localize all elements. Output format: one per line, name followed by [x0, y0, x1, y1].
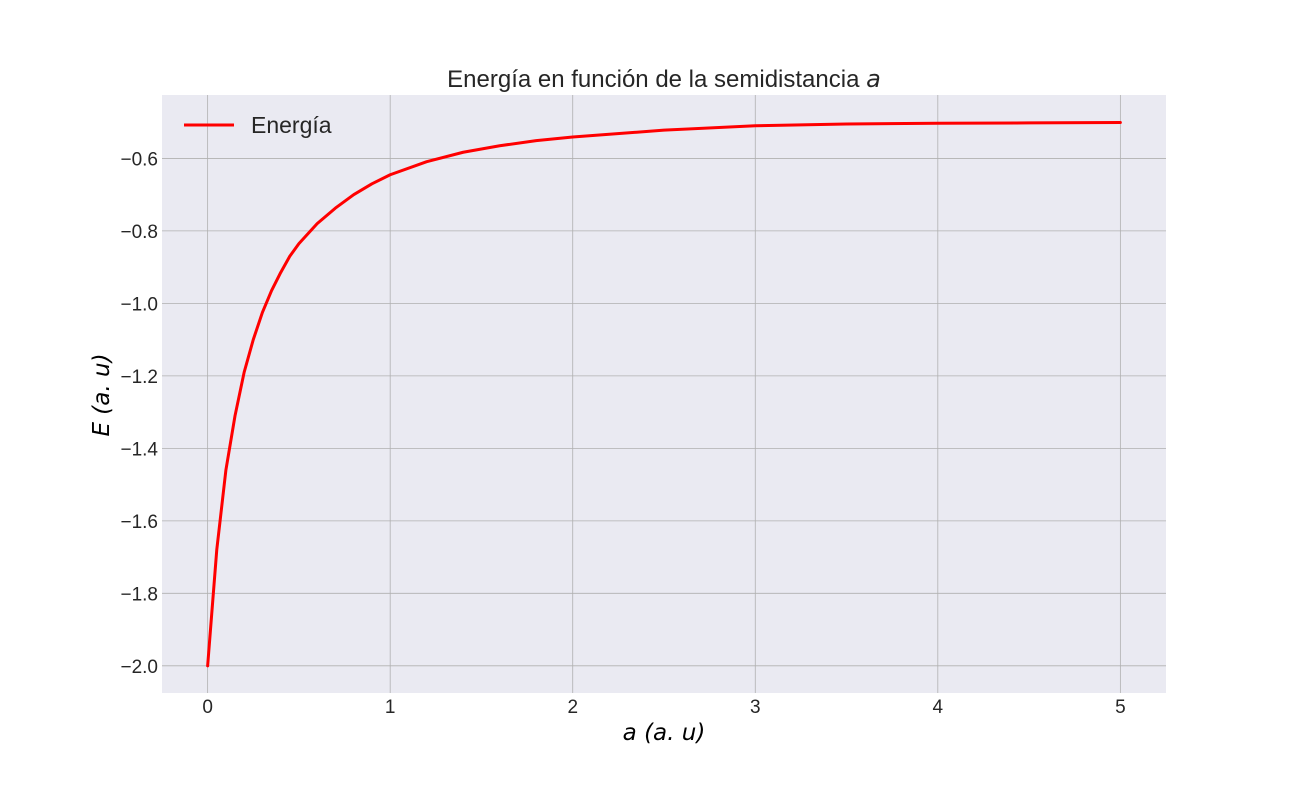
chart-title-text: Energía en función de la semidistancia — [447, 66, 866, 93]
chart-title-variable: a — [866, 65, 881, 93]
x-axis-label: a (a. u) — [623, 720, 706, 746]
series-lines — [206, 121, 1122, 668]
y-tick-labels: −2.0 −1.8 −1.6 −1.4 −1.2 −1.0 −0.8 −0.6 — [120, 149, 158, 677]
chart-title: Energía en función de la semidistancia a — [447, 65, 881, 93]
x-tick-label: 5 — [1115, 697, 1126, 718]
legend: Energía — [184, 112, 332, 138]
plot-area — [162, 95, 1166, 693]
legend-label-energia: Energía — [251, 112, 332, 138]
y-tick-label: −1.8 — [120, 584, 158, 605]
x-tick-label: 0 — [202, 697, 213, 718]
y-tick-label: −1.4 — [120, 439, 158, 460]
series-line-0 — [206, 121, 1122, 668]
y-tick-label: −0.6 — [120, 149, 158, 170]
x-tick-label: 4 — [933, 697, 944, 718]
y-axis-label: E (a. u) — [89, 353, 115, 436]
x-tick-label: 1 — [385, 697, 396, 718]
y-tick-label: −2.0 — [120, 657, 158, 678]
y-tick-label: −1.2 — [120, 367, 158, 388]
x-tick-label: 2 — [567, 697, 578, 718]
grid — [162, 95, 1166, 693]
y-tick-label: −1.0 — [120, 294, 158, 315]
x-tick-labels: 0 1 2 3 4 5 — [202, 697, 1125, 718]
y-tick-label: −0.8 — [120, 222, 158, 243]
y-tick-label: −1.6 — [120, 512, 158, 533]
x-tick-label: 3 — [750, 697, 761, 718]
